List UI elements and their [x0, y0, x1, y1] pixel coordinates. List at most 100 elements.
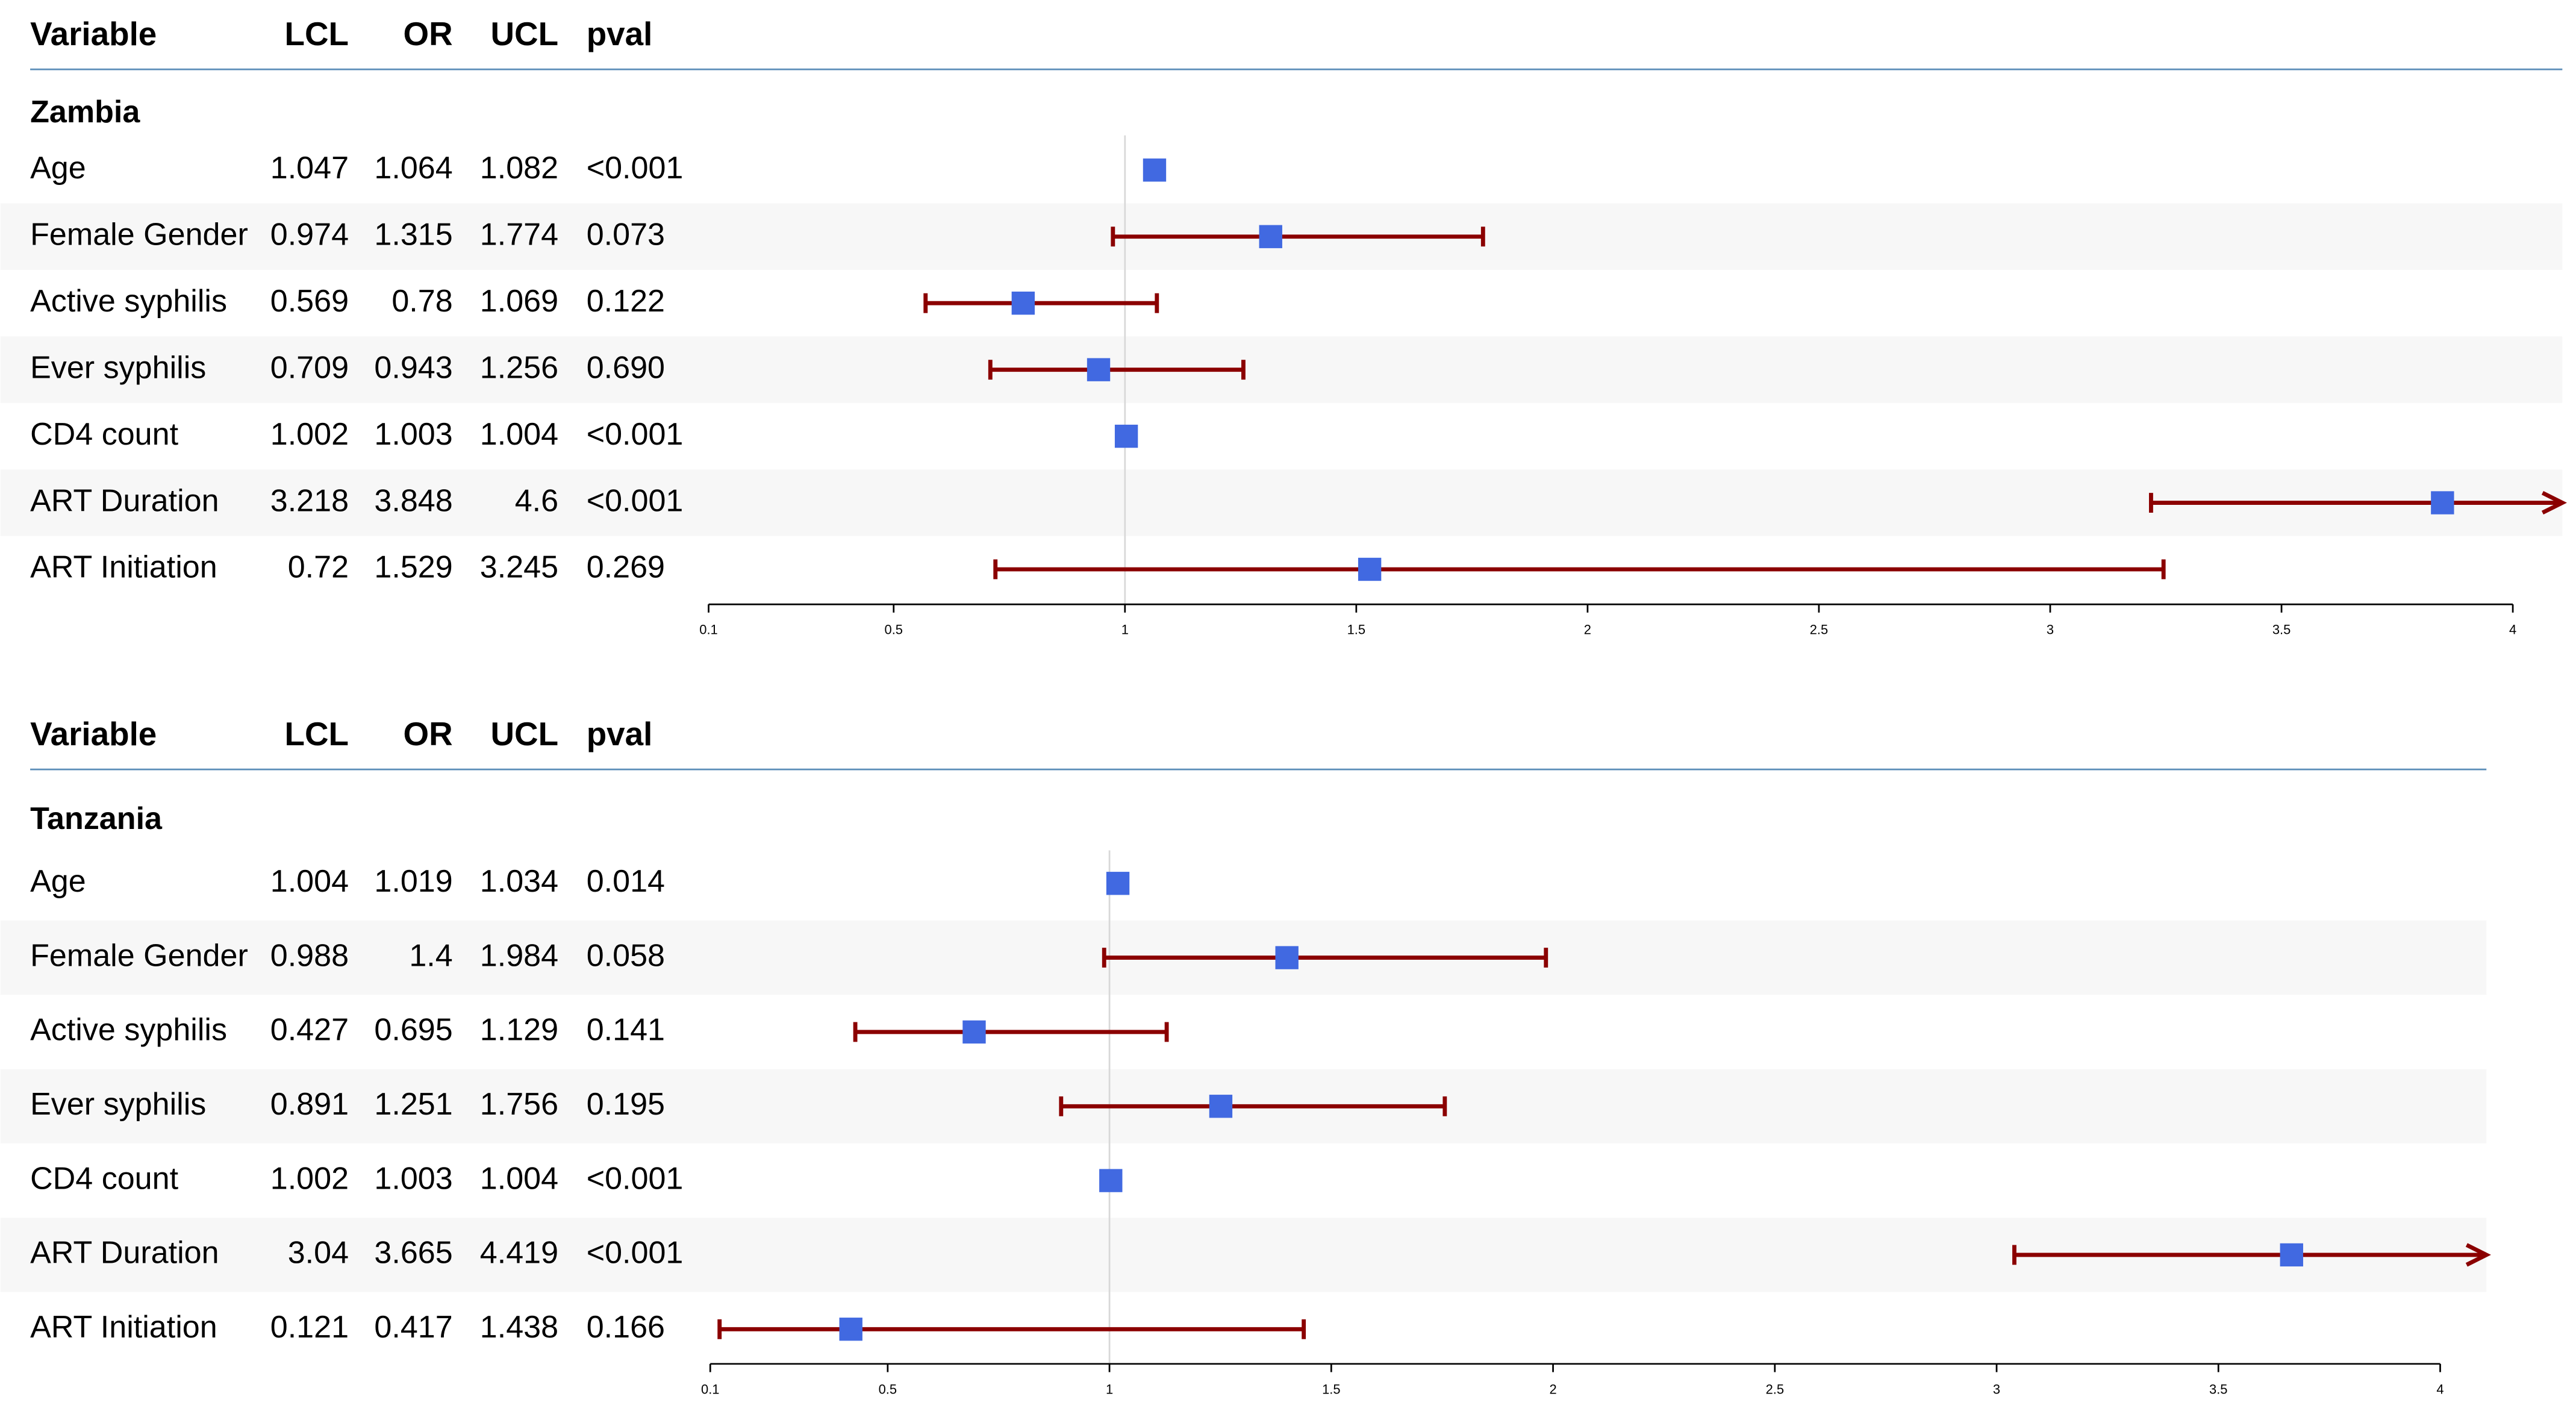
x-tick-label: 0.1 [699, 622, 717, 637]
x-tick-label: 1.5 [1347, 622, 1365, 637]
row-band [0, 336, 2563, 403]
point-estimate [2431, 491, 2454, 515]
cell-ucl: 3.245 [480, 550, 558, 585]
point-estimate [1114, 424, 1138, 448]
cell-pval: 0.073 [587, 217, 665, 252]
row-band [0, 469, 2563, 536]
cell-pval: 0.122 [587, 284, 665, 319]
ci-arrow [2465, 1243, 2491, 1267]
x-tick-label: 2 [1549, 1381, 1556, 1397]
x-tick-label: 2.5 [1810, 622, 1828, 637]
point-estimate [1106, 872, 1130, 895]
column-header: OR [404, 715, 453, 752]
column-header: Variable [30, 715, 157, 752]
point-estimate [1011, 292, 1035, 315]
cell-lcl: 0.988 [270, 938, 349, 973]
cell-pval: 0.166 [587, 1310, 665, 1345]
cell-pval: 0.014 [587, 864, 665, 899]
column-header: UCL [490, 15, 558, 52]
x-tick-label: 2.5 [1766, 1381, 1784, 1397]
cell-ucl: 4.419 [480, 1236, 558, 1271]
column-header: pval [587, 15, 653, 52]
cell-ucl: 1.069 [480, 284, 558, 319]
cell-ucl: 1.004 [480, 1161, 558, 1196]
cell-or: 3.665 [374, 1236, 452, 1271]
cell-lcl: 1.002 [270, 1161, 349, 1196]
cell-variable: Age [30, 864, 86, 899]
cell-variable: Age [30, 151, 86, 186]
cell-variable: ART Initiation [30, 550, 217, 585]
x-tick-label: 1 [1121, 622, 1129, 637]
column-header: pval [587, 715, 653, 752]
point-estimate [1087, 358, 1111, 381]
cell-lcl: 0.569 [270, 284, 349, 319]
cell-lcl: 0.72 [288, 550, 349, 585]
cell-or: 1.003 [374, 1161, 452, 1196]
cell-ucl: 1.774 [480, 217, 558, 252]
cell-or: 0.695 [374, 1013, 452, 1048]
x-tick-label: 3.5 [2209, 1381, 2227, 1397]
x-tick-label: 1 [1106, 1381, 1113, 1397]
cell-or: 1.019 [374, 864, 452, 899]
x-tick-label: 1.5 [1322, 1381, 1340, 1397]
point-estimate [1143, 158, 1167, 182]
point-estimate [1259, 225, 1282, 248]
cell-pval: <0.001 [587, 1236, 684, 1271]
group-label: Tanzania [30, 801, 163, 836]
point-estimate [1209, 1095, 1233, 1118]
column-header: Variable [30, 15, 157, 52]
column-header: UCL [490, 715, 558, 752]
column-header: LCL [285, 15, 349, 52]
cell-pval: 0.269 [587, 550, 665, 585]
cell-pval: 0.058 [587, 938, 665, 973]
cell-ucl: 1.984 [480, 938, 558, 973]
x-tick-label: 3 [2047, 622, 2054, 637]
x-tick-label: 3.5 [2272, 622, 2291, 637]
cell-pval: <0.001 [587, 1161, 684, 1196]
cell-ucl: 1.082 [480, 151, 558, 186]
cell-lcl: 1.004 [270, 864, 349, 899]
cell-pval: 0.141 [587, 1013, 665, 1048]
cell-pval: <0.001 [587, 483, 684, 518]
cell-lcl: 3.218 [270, 483, 349, 518]
cell-pval: <0.001 [587, 151, 684, 186]
x-tick-label: 3 [1993, 1381, 2000, 1397]
cell-ucl: 1.004 [480, 417, 558, 452]
x-tick-label: 2 [1584, 622, 1591, 637]
cell-or: 1.315 [374, 217, 452, 252]
ci-arrow [2541, 491, 2567, 515]
cell-variable: ART Initiation [30, 1310, 217, 1345]
cell-or: 1.4 [409, 938, 452, 973]
cell-variable: Female Gender [30, 217, 248, 252]
cell-ucl: 1.756 [480, 1087, 558, 1122]
cell-pval: 0.195 [587, 1087, 665, 1122]
x-tick-label: 0.5 [879, 1381, 897, 1397]
cell-or: 1.064 [374, 151, 452, 186]
cell-or: 1.529 [374, 550, 452, 585]
cell-or: 0.78 [391, 284, 452, 319]
cell-or: 3.848 [374, 483, 452, 518]
cell-lcl: 0.974 [270, 217, 349, 252]
cell-variable: Ever syphilis [30, 1087, 206, 1122]
point-estimate [839, 1318, 862, 1341]
cell-pval: <0.001 [587, 417, 684, 452]
cell-or: 1.003 [374, 417, 452, 452]
cell-variable: CD4 count [30, 417, 179, 452]
group-label: Zambia [30, 95, 140, 130]
cell-ucl: 1.034 [480, 864, 558, 899]
x-tick-label: 0.5 [885, 622, 903, 637]
cell-or: 0.943 [374, 350, 452, 385]
cell-ucl: 4.6 [515, 483, 558, 518]
cell-variable: CD4 count [30, 1161, 179, 1196]
cell-or: 0.417 [374, 1310, 452, 1345]
cell-variable: ART Duration [30, 483, 219, 518]
cell-lcl: 0.891 [270, 1087, 349, 1122]
cell-variable: Active syphilis [30, 284, 227, 319]
column-header: LCL [285, 715, 349, 752]
point-estimate [1099, 1169, 1123, 1192]
cell-lcl: 1.002 [270, 417, 349, 452]
point-estimate [1358, 557, 1382, 581]
x-tick-label: 0.1 [701, 1381, 719, 1397]
